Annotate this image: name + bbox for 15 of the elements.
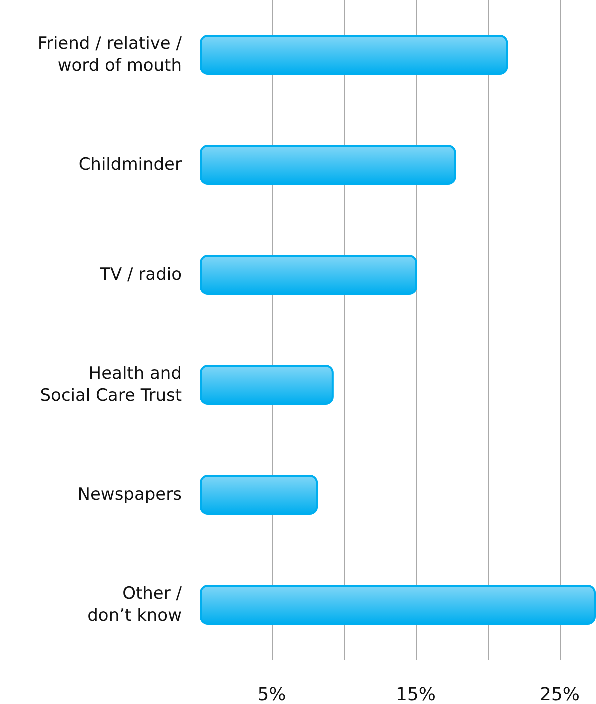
bar bbox=[200, 35, 508, 75]
bar bbox=[200, 145, 456, 185]
y-tick-label: Health and Social Care Trust bbox=[40, 364, 182, 406]
x-tick-label: 5% bbox=[258, 684, 286, 704]
x-tick-label: 25% bbox=[540, 684, 580, 704]
x-tick-label: 15% bbox=[396, 684, 436, 704]
bar bbox=[200, 585, 596, 625]
bar bbox=[200, 475, 318, 515]
y-tick-label: Other / don’t know bbox=[88, 584, 182, 626]
y-tick-label: Friend / relative / word of mouth bbox=[38, 34, 182, 76]
y-tick-label: Newspapers bbox=[78, 485, 182, 505]
bar bbox=[200, 255, 418, 295]
y-tick-label: Childminder bbox=[78, 155, 182, 175]
bar bbox=[200, 365, 334, 405]
y-tick-label: TV / radio bbox=[99, 265, 182, 285]
